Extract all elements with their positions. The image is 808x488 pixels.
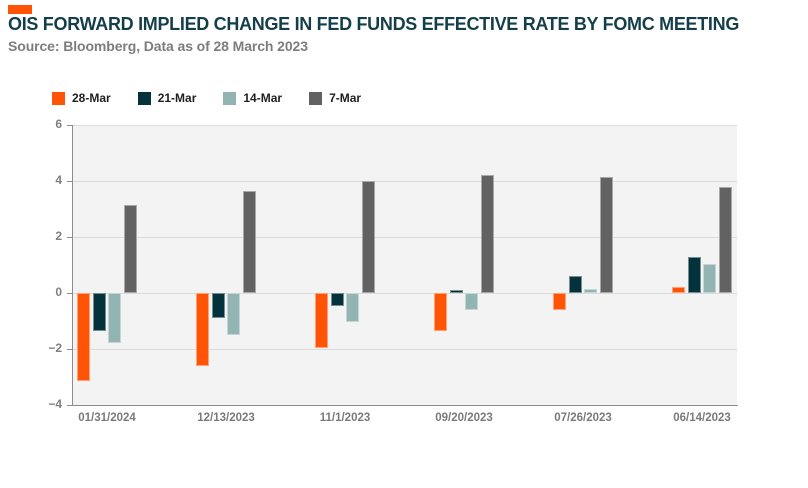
bar bbox=[77, 293, 91, 382]
legend: 28-Mar 21-Mar 14-Mar 7-Mar bbox=[52, 91, 361, 105]
accent-bar bbox=[8, 5, 32, 14]
y-axis-label: −4 bbox=[48, 397, 62, 411]
x-axis-label: 07/26/2023 bbox=[554, 412, 612, 424]
bar bbox=[123, 204, 137, 293]
y-axis-tick bbox=[67, 125, 72, 126]
y-axis-label: −2 bbox=[48, 341, 62, 355]
gridline bbox=[72, 237, 737, 238]
bar bbox=[672, 287, 686, 293]
x-axis-line bbox=[72, 405, 738, 406]
x-axis-label: 01/31/2024 bbox=[78, 412, 136, 424]
legend-swatch-icon bbox=[223, 91, 237, 105]
legend-label: 14-Mar bbox=[243, 91, 283, 105]
chart-source: Source: Bloomberg, Data as of 28 March 2… bbox=[8, 38, 308, 54]
y-axis-tick bbox=[67, 237, 72, 238]
legend-item: 21-Mar bbox=[137, 91, 197, 105]
x-axis-label: 11/1/2023 bbox=[319, 412, 371, 424]
bar bbox=[211, 293, 225, 319]
y-axis-tick bbox=[67, 293, 72, 294]
legend-item: 7-Mar bbox=[309, 91, 361, 105]
y-axis-line bbox=[72, 125, 73, 406]
gridline bbox=[72, 293, 737, 294]
bar bbox=[703, 263, 717, 293]
x-axis-label: 09/20/2023 bbox=[435, 412, 493, 424]
gridline bbox=[72, 125, 737, 126]
bar bbox=[568, 276, 582, 293]
legend-item: 14-Mar bbox=[223, 91, 282, 105]
y-axis-label: 6 bbox=[55, 117, 62, 131]
x-axis-label: 12/13/2023 bbox=[197, 412, 255, 424]
bar bbox=[480, 175, 494, 293]
bar bbox=[687, 256, 701, 293]
gridline bbox=[72, 181, 737, 182]
legend-swatch-icon bbox=[137, 91, 151, 105]
legend-item: 28-Mar bbox=[52, 91, 111, 105]
bar bbox=[465, 293, 479, 310]
y-axis-tick bbox=[67, 181, 72, 182]
bar bbox=[315, 293, 329, 348]
y-axis-tick bbox=[67, 405, 72, 406]
bar bbox=[242, 190, 256, 293]
bar bbox=[553, 293, 567, 310]
y-axis-label: 0 bbox=[55, 285, 62, 299]
chart-title: OIS FORWARD IMPLIED CHANGE IN FED FUNDS … bbox=[8, 14, 740, 34]
bar bbox=[330, 293, 344, 306]
bar bbox=[108, 293, 122, 344]
bar bbox=[599, 176, 613, 293]
legend-label: 28-Mar bbox=[72, 91, 111, 105]
y-axis-label: 2 bbox=[55, 229, 62, 243]
gridline bbox=[72, 349, 737, 350]
bar bbox=[227, 293, 241, 335]
legend-label: 21-Mar bbox=[157, 91, 197, 105]
bar bbox=[449, 290, 463, 293]
bar bbox=[346, 293, 360, 323]
bar bbox=[92, 293, 106, 331]
x-axis-label: 06/14/2023 bbox=[673, 412, 731, 424]
legend-label: 7-Mar bbox=[329, 91, 362, 105]
bar bbox=[584, 288, 598, 293]
y-axis-label: 4 bbox=[55, 173, 62, 187]
plot-area bbox=[72, 125, 737, 405]
bar bbox=[196, 293, 210, 366]
legend-swatch-icon bbox=[309, 91, 323, 105]
bar bbox=[361, 181, 375, 293]
bar bbox=[718, 186, 732, 293]
y-axis-tick bbox=[67, 349, 72, 350]
legend-swatch-icon bbox=[52, 91, 65, 105]
bar bbox=[434, 293, 448, 331]
